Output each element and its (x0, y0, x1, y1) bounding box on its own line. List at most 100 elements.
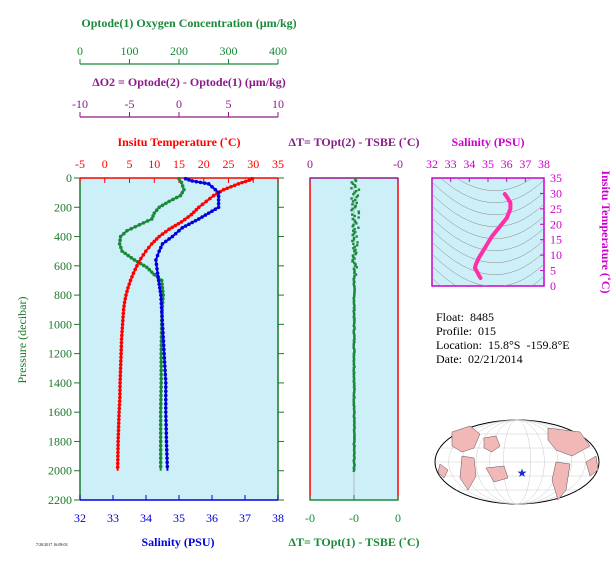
delta-t-point (353, 396, 356, 399)
delta-t-point (353, 206, 357, 209)
delta-t-point (353, 389, 356, 392)
delta-t-point (353, 326, 356, 329)
temperature-profile-point (194, 207, 199, 212)
temperature-tick-label: -5 (75, 157, 85, 171)
salinity-tick-label: 35 (173, 511, 185, 525)
main-plot-area (79, 177, 279, 501)
delta-t-point (354, 264, 357, 268)
ts-salinity-tick-label: 36 (501, 157, 513, 171)
salinity-profile-point (206, 211, 211, 215)
salinity-profile-point (164, 427, 168, 431)
delta-t-point (352, 358, 356, 361)
temperature-tick-label: 25 (223, 157, 235, 171)
temperature-profile-point (149, 242, 154, 246)
delta-t-point (352, 309, 355, 313)
delta-t-point (352, 361, 356, 364)
temperature-profile-point (192, 210, 196, 214)
temperature-profile-point (120, 322, 125, 327)
delta-t-point (351, 200, 355, 203)
temperature-profile-point (116, 454, 120, 458)
oxygen-profile-point (159, 381, 163, 385)
salinity-profile-point (164, 397, 168, 402)
delta-t-point (352, 397, 355, 401)
temperature-profile-point (124, 293, 128, 297)
float-location-marker: ★ (517, 466, 528, 480)
temperature-profile-point (116, 432, 121, 436)
salinity-profile-point (163, 372, 168, 377)
delta-t-point (352, 267, 356, 270)
oxygen-profile-point (141, 221, 146, 225)
delta-t-point (354, 248, 357, 251)
delta-t-point (350, 181, 353, 184)
oxygen-profile-point (158, 452, 163, 456)
temperature-profile-point (135, 264, 139, 268)
delta-t-point (353, 437, 356, 440)
delta-t-point (352, 391, 356, 395)
oxygen-profile-point (174, 195, 179, 200)
ts-profile-line (472, 192, 513, 280)
temperature-profile-point (119, 344, 124, 349)
delta-t-point (352, 279, 356, 282)
pressure-tick-label: 400 (54, 230, 72, 244)
temperature-profile-point (118, 377, 123, 382)
delta-t-point (352, 362, 356, 366)
delta-t-point (352, 453, 356, 456)
ts-temperature-tick-label: 35 (550, 171, 562, 185)
oxygen-axis-tick-label: 200 (170, 44, 188, 58)
pressure-tick-label: 1400 (48, 376, 72, 390)
delta-t-point (354, 198, 357, 202)
salinity-profile-point (157, 285, 162, 290)
salinity-profile-point (187, 178, 191, 182)
temperature-profile-point (119, 340, 124, 345)
delta-t-point (353, 451, 356, 455)
oxygen-profile-point (158, 422, 163, 427)
salinity-profile-point (160, 314, 164, 318)
temperature-profile-point (137, 260, 141, 264)
oxygen-profile-point (159, 376, 163, 381)
salinity-profile-point (216, 198, 221, 202)
delta-t-point (352, 469, 356, 472)
oxygen-profile-point (158, 414, 163, 419)
delta-t-point (352, 311, 356, 314)
salinity-profile-point (164, 406, 168, 410)
temperature-tick-label: 30 (247, 157, 259, 171)
delta-t-point (357, 226, 360, 229)
delta-t-point (353, 320, 356, 323)
delta-t-point (353, 327, 356, 330)
oxygen-profile-point (159, 360, 163, 364)
oxygen-profile-point (158, 406, 163, 410)
temperature-profile-point (121, 311, 126, 316)
oxygen-profile-point (151, 214, 155, 218)
delta-t-point (353, 219, 356, 222)
delta-t-point (353, 384, 356, 388)
salinity-profile-point (165, 460, 169, 465)
salinity-profile-point (159, 293, 163, 297)
delta-t-bottom-tick-label: -0 (305, 511, 315, 525)
temperature-profile-point (118, 384, 122, 389)
delta-t-point (352, 223, 355, 227)
oxygen-profile-point (119, 245, 123, 250)
oxygen-profile-point (179, 180, 184, 185)
salinity-profile-point (157, 282, 161, 286)
oxygen-profile-point (158, 456, 163, 460)
temperature-profile-point (176, 221, 181, 226)
temperature-profile-point (167, 227, 171, 232)
ts-density-contour (432, 217, 544, 251)
delta-t-point (353, 184, 357, 187)
temperature-profile-point (200, 202, 205, 207)
ts-density-contour (432, 229, 544, 263)
delta-t-point (353, 321, 356, 325)
delta-t-point (355, 244, 359, 247)
delta-t-point (353, 191, 356, 194)
salinity-profile-point (159, 245, 163, 250)
salinity-profile-point (155, 271, 160, 275)
oxygen-profile-point (159, 402, 163, 406)
salinity-profile-point (162, 351, 166, 356)
oxygen-profile-point (178, 193, 183, 198)
oxygen-profile-point (158, 410, 163, 414)
salinity-profile-point (203, 213, 208, 217)
delta-o2-axis-tick-label: 10 (272, 97, 284, 111)
salinity-profile-point (213, 207, 218, 212)
oxygen-axis-tick-label: 400 (269, 44, 287, 58)
salinity-profile-point (162, 347, 166, 352)
